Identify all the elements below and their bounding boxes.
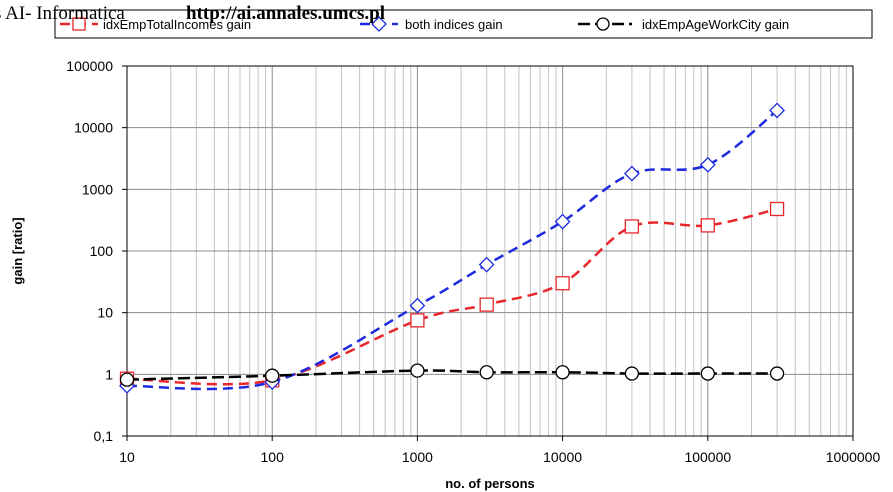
y-tick-label: 10000 (74, 120, 113, 136)
x-tick-label: 100 (261, 449, 285, 465)
data-point-square (624, 219, 640, 234)
data-point-diamond (409, 297, 426, 314)
x-tick-label: 100000 (684, 449, 731, 465)
legend-marker-diamond (371, 16, 387, 32)
legend-entry-1: both indices gain (360, 16, 503, 32)
x-tick-label: 1000000 (826, 449, 881, 465)
legend-label-0: idxEmpTotalIncomes gain (103, 17, 251, 32)
y-axis-title: gain [ratio] (10, 217, 25, 284)
legend-entry-0: idxEmpTotalIncomes gain (60, 17, 251, 32)
y-tick-label: 10 (97, 305, 113, 321)
data-point-square (410, 313, 425, 328)
y-tick-label: 1000 (82, 181, 113, 197)
data-point-square (555, 276, 570, 291)
data-point-circle (700, 366, 715, 381)
data-point-circle (479, 365, 494, 380)
series-2 (119, 363, 785, 387)
data-point-circle (410, 363, 425, 378)
data-point-square (700, 218, 715, 233)
x-tick-label: 1000 (402, 449, 433, 465)
legend-entry-2: idxEmpAgeWorkCity gain (578, 17, 789, 32)
legend-marker-circle (596, 17, 610, 31)
data-point-diamond (554, 213, 571, 230)
data-point-circle (555, 365, 570, 380)
legend-label-1: both indices gain (405, 17, 503, 32)
data-point-diamond (623, 165, 640, 182)
legend: idxEmpTotalIncomes gain both indices gai… (54, 9, 873, 39)
watermark-url: http://ai.annales.umcs.pl (186, 3, 385, 24)
data-point-circle (265, 368, 280, 383)
data-point-square (479, 297, 494, 312)
y-tick-label: 1 (105, 366, 113, 382)
data-point-diamond (699, 156, 716, 173)
data-point-circle (624, 366, 640, 381)
data-point-circle (119, 372, 135, 387)
y-tick-label: 100 (90, 243, 114, 259)
x-axis-title: no. of persons (445, 476, 535, 491)
watermark: s AI- Informatica http://ai.annales.umcs… (0, 3, 385, 24)
y-tick-label: 100000 (66, 58, 113, 74)
data-point-diamond (769, 102, 785, 119)
x-tick-label: 10000 (543, 449, 582, 465)
watermark-prefix: s AI- Informatica (0, 3, 125, 24)
legend-label-2: idxEmpAgeWorkCity gain (642, 17, 789, 32)
data-point-square (769, 201, 785, 217)
axis-ticks: 10 100 1000 10000 100000 1000000 0,1 1 10 100 1000… (66, 58, 880, 465)
x-tick-label: 10 (119, 449, 135, 465)
series-group (119, 102, 785, 394)
data-point-diamond (478, 256, 495, 273)
y-tick-label: 0,1 (94, 428, 114, 444)
data-point-circle (769, 366, 785, 381)
legend-marker-square (72, 17, 86, 31)
legend-box (54, 9, 873, 39)
